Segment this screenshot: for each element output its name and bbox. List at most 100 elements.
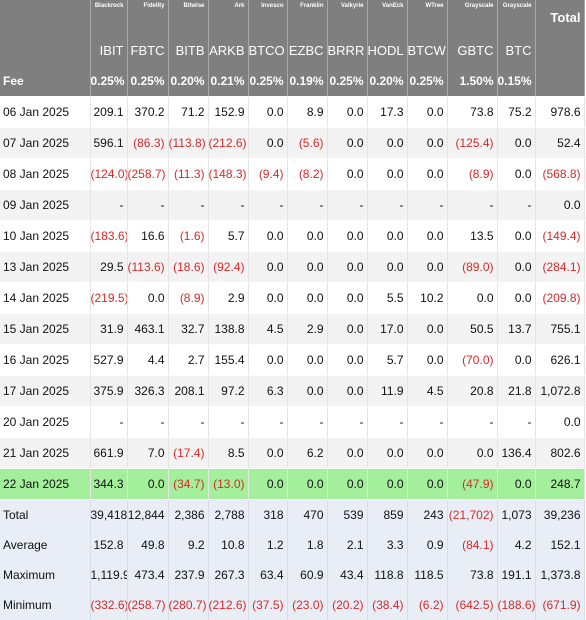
summary-label: Total xyxy=(0,499,91,530)
flow-value: 0.0 xyxy=(327,220,368,252)
summary-value: 1,119.9 xyxy=(90,560,128,590)
summary-value: 470 xyxy=(287,499,328,530)
flow-value: (70.0) xyxy=(447,344,498,376)
issuer-name: Valkyrie xyxy=(327,0,368,35)
ticker: EZBC xyxy=(287,35,328,65)
flow-value: 0.0 xyxy=(367,437,408,469)
summary-value: (37.5) xyxy=(248,590,288,620)
summary-label: Average xyxy=(0,530,91,560)
summary-value: 318 xyxy=(248,499,288,530)
ticker-row: IBIT FBTC BITB ARKB BTCO EZBC BRRR HODL BTCW GBTC… xyxy=(0,35,585,65)
flow-value: 0.0 xyxy=(407,313,448,345)
flow-value: 0.0 xyxy=(287,344,328,376)
flow-value: 0.0 xyxy=(327,251,368,283)
summary-value: 152.8 xyxy=(90,530,128,560)
flow-value: 0.0 xyxy=(327,313,368,345)
summary-value: 1,373.8 xyxy=(535,560,585,590)
fee: 0.21% xyxy=(208,65,249,97)
flow-value: 0.0 xyxy=(327,96,368,128)
issuer-name: Fidelity xyxy=(127,0,169,35)
issuer-name: Grayscale xyxy=(497,0,536,35)
date: 09 Jan 2025 xyxy=(0,189,91,221)
flow-value: 0.0 xyxy=(287,282,328,314)
flow-value: 0.0 xyxy=(327,375,368,407)
flow-value: 0.0 xyxy=(248,96,288,128)
flow-value: (284.1) xyxy=(535,251,585,283)
summary-value: 43.4 xyxy=(327,560,368,590)
fee: 0.25% xyxy=(127,65,169,97)
summary-value: 473.4 xyxy=(127,560,169,590)
summary-value: (212.6) xyxy=(208,590,249,620)
flow-value: 0.0 xyxy=(127,282,169,314)
date: 16 Jan 2025 xyxy=(0,344,91,376)
ticker: BITB xyxy=(168,35,209,65)
fee: 0.25% xyxy=(248,65,288,97)
flow-value: 0.0 xyxy=(497,251,536,283)
fee: 0.19% xyxy=(287,65,328,97)
ticker: GBTC xyxy=(447,35,498,65)
summary-value: 539 xyxy=(327,499,368,530)
summary-value: 2,386 xyxy=(168,499,209,530)
flow-value: 209.1 xyxy=(90,96,128,128)
date: 21 Jan 2025 xyxy=(0,437,91,469)
flow-value: (125.4) xyxy=(447,127,498,159)
flow-value: 2.9 xyxy=(287,313,328,345)
flow-value: 0.0 xyxy=(248,468,288,500)
flow-value: - xyxy=(407,406,448,438)
summary-value: 3.3 xyxy=(367,530,408,560)
flow-value: - xyxy=(327,189,368,221)
flow-value: - xyxy=(248,406,288,438)
ticker: BTCW xyxy=(407,35,448,65)
flow-value: (92.4) xyxy=(208,251,249,283)
flow-value: 0.0 xyxy=(127,468,169,500)
data-row: 13 Jan 2025 29.5 (113.6) (18.6) (92.4) 0.0 0.0… xyxy=(0,251,585,283)
fee: 0.25% xyxy=(407,65,448,97)
date: 06 Jan 2025 xyxy=(0,96,91,128)
issuer-name: Invesco xyxy=(248,0,288,35)
summary-label: Minimum xyxy=(0,590,91,620)
flow-value: 4.4 xyxy=(127,344,169,376)
flow-value: 7.0 xyxy=(127,437,169,469)
flow-value: (47.9) xyxy=(447,468,498,500)
flow-value: - xyxy=(90,189,128,221)
summary-value: 118.5 xyxy=(407,560,448,590)
summary-label: Maximum xyxy=(0,560,91,590)
summary-value: 243 xyxy=(407,499,448,530)
flow-value: - xyxy=(447,189,498,221)
flow-value: (8.9) xyxy=(168,282,209,314)
date: 15 Jan 2025 xyxy=(0,313,91,345)
flow-value: - xyxy=(447,406,498,438)
flow-value: - xyxy=(168,189,209,221)
date: 22 Jan 2025 xyxy=(0,468,91,500)
summary-value: 2,788 xyxy=(208,499,249,530)
flow-value: 326.3 xyxy=(127,375,169,407)
flow-value: 0.0 xyxy=(327,468,368,500)
data-row: 22 Jan 2025 344.3 0.0 (34.7) (13.0) 0.0 0.0 0.0… xyxy=(0,468,585,500)
flow-value: 661.9 xyxy=(90,437,128,469)
flow-value: - xyxy=(367,189,408,221)
data-row: 17 Jan 2025 375.9 326.3 208.1 97.2 6.3 0.0 0.0 1… xyxy=(0,375,585,407)
flow-value: - xyxy=(127,189,169,221)
flow-value: 136.4 xyxy=(497,437,536,469)
flow-value: - xyxy=(407,189,448,221)
flow-value: 0.0 xyxy=(248,220,288,252)
flow-value: 4.5 xyxy=(248,313,288,345)
flow-value: 596.1 xyxy=(90,127,128,159)
flow-value: 32.7 xyxy=(168,313,209,345)
flow-value: 0.0 xyxy=(497,127,536,159)
flow-value: 0.0 xyxy=(367,251,408,283)
flow-value: (17.4) xyxy=(168,437,209,469)
fee-label: Fee xyxy=(0,65,91,97)
flow-value: 13.5 xyxy=(447,220,498,252)
fee: 0.25% xyxy=(327,65,368,97)
flow-value: 8.5 xyxy=(208,437,249,469)
data-row: 14 Jan 2025 (219.5) 0.0 (8.9) 2.9 0.0 0.0 0.0 5.… xyxy=(0,282,585,314)
summary-row: Minimum (332.6) (258.7) (280.7) (212.6) (37.5… xyxy=(0,590,585,620)
fee: 0.15% xyxy=(497,65,536,97)
flow-value: 0.0 xyxy=(327,344,368,376)
ticker: BTCO xyxy=(248,35,288,65)
flow-value: 2.9 xyxy=(208,282,249,314)
summary-value: 10.8 xyxy=(208,530,249,560)
flow-value: 31.9 xyxy=(90,313,128,345)
flow-value: 8.9 xyxy=(287,96,328,128)
